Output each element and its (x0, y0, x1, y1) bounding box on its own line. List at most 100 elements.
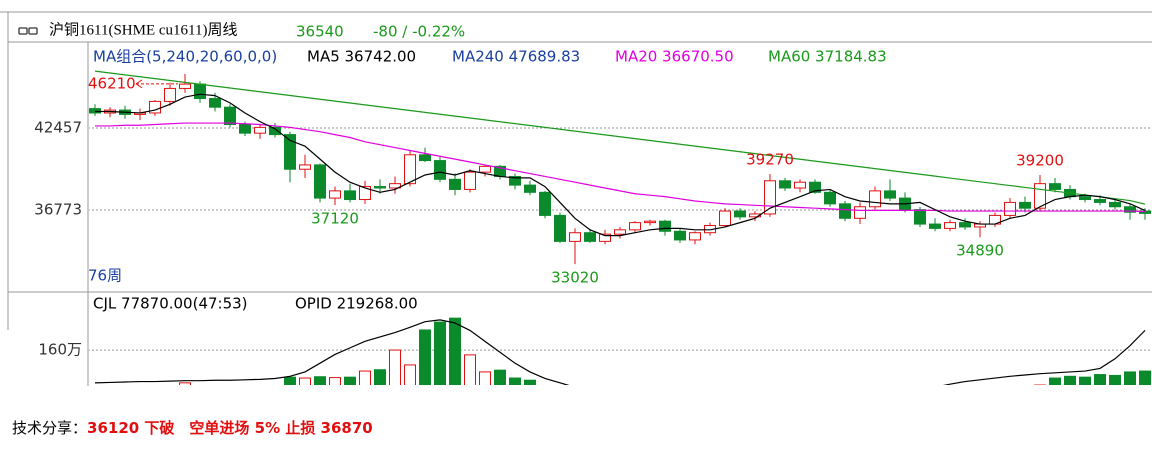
candle-body (644, 220, 656, 224)
volume-bar (975, 395, 986, 420)
annotation: 39200 (1016, 152, 1064, 170)
volume-bar (210, 392, 221, 420)
candle-body (674, 230, 686, 241)
volume-bar (690, 400, 701, 420)
candle-body (1094, 199, 1106, 203)
volume-bar (524, 379, 536, 385)
volume-bar (255, 389, 266, 420)
candle-body (419, 154, 431, 162)
y-tick-label: 42457 (34, 119, 82, 137)
volume-bar (479, 371, 491, 385)
candle-body (464, 171, 476, 190)
candle-body (824, 191, 836, 205)
y-tick-label: 160万 (38, 341, 82, 359)
volume-bar (810, 395, 821, 420)
candle-body (1004, 201, 1016, 216)
volume-bar (885, 394, 896, 420)
volume-plot (89, 317, 1152, 420)
candle-body (614, 229, 626, 235)
period-label: 76周 (88, 267, 122, 285)
candle-body (749, 213, 761, 218)
volume-bar (225, 390, 236, 420)
volume-bar (270, 391, 281, 420)
volume-bar (795, 394, 806, 420)
candle-body (404, 154, 416, 185)
volume-bar (570, 392, 581, 420)
volume-bar (720, 396, 731, 420)
volume-bar (1005, 392, 1016, 420)
volume-bar (179, 382, 191, 385)
candle-body (299, 164, 311, 170)
candle-body (809, 181, 821, 193)
candle-body (1079, 196, 1091, 201)
volume-bar (930, 398, 941, 420)
ma-line (95, 122, 1146, 213)
volume-bar (780, 392, 791, 420)
volume-bar (870, 396, 881, 420)
candle-body (959, 222, 971, 228)
volume-bar (434, 321, 446, 385)
volume-bar (165, 389, 176, 420)
candle-body (869, 190, 881, 208)
candle-body (284, 134, 296, 170)
volume-bar (555, 389, 566, 420)
volume-bar (314, 376, 326, 385)
candle-body (569, 232, 581, 242)
volume-bar (449, 317, 461, 385)
annotation: 33020 (551, 269, 599, 287)
candle-body (839, 203, 851, 219)
volume-bar (120, 397, 131, 420)
volume-line (94, 319, 1146, 385)
window-icon (18, 27, 38, 35)
volume-bar (840, 397, 851, 420)
candle-body (239, 124, 251, 134)
ma-line (95, 93, 1146, 237)
volume-bar (1079, 376, 1091, 385)
candle-body (479, 165, 491, 173)
candle-body (944, 222, 956, 229)
candle-body (389, 183, 401, 189)
volume-bar (90, 396, 101, 420)
volume-bar (374, 369, 386, 385)
volume-bar (825, 396, 836, 420)
candle-body (179, 83, 191, 89)
volume-bar (1124, 371, 1136, 385)
volume-bar (419, 329, 431, 385)
volume-bar (1109, 374, 1121, 385)
candle-body (329, 190, 341, 199)
volume-bar (900, 395, 911, 420)
candle-body (254, 126, 266, 134)
volume-bar (284, 376, 296, 385)
volume-bar (494, 369, 506, 385)
candle-body (659, 220, 671, 232)
candle-body (209, 98, 221, 108)
candle-body (794, 181, 806, 189)
candle-body (89, 108, 101, 114)
candle-body (374, 186, 386, 189)
volume-bar (990, 394, 1001, 420)
volume-title: CJL 77870.00(47:53) (93, 295, 248, 313)
ma-line (94, 70, 1146, 205)
candle-body (539, 191, 551, 216)
candle-body (1049, 183, 1061, 190)
candle-body (224, 106, 236, 126)
price-plot (89, 70, 1152, 265)
caption: 技术分享：36120 下破 空单进场 5% 止损 36870 (12, 419, 373, 437)
volume-bar (675, 398, 686, 420)
volume-subtitle: OPID 219268.00 (295, 295, 418, 313)
volume-bar (1034, 384, 1046, 385)
volume-bar (1094, 374, 1106, 385)
volume-bar (855, 398, 866, 420)
volume-bar (464, 354, 476, 385)
volume-bar (660, 396, 671, 420)
volume-bar (645, 397, 656, 420)
legend-title: MA组合(5,240,20,60,0,0) (93, 48, 277, 66)
annotation: 37120 (311, 210, 359, 228)
caption-text: 36120 下破 空单进场 5% 止损 36870 (87, 419, 373, 437)
legend-entry: MA5 36742.00 (307, 48, 416, 66)
candle-body (764, 180, 776, 215)
legend-entry: MA20 36670.50 (615, 48, 734, 66)
volume-bar (389, 349, 401, 385)
